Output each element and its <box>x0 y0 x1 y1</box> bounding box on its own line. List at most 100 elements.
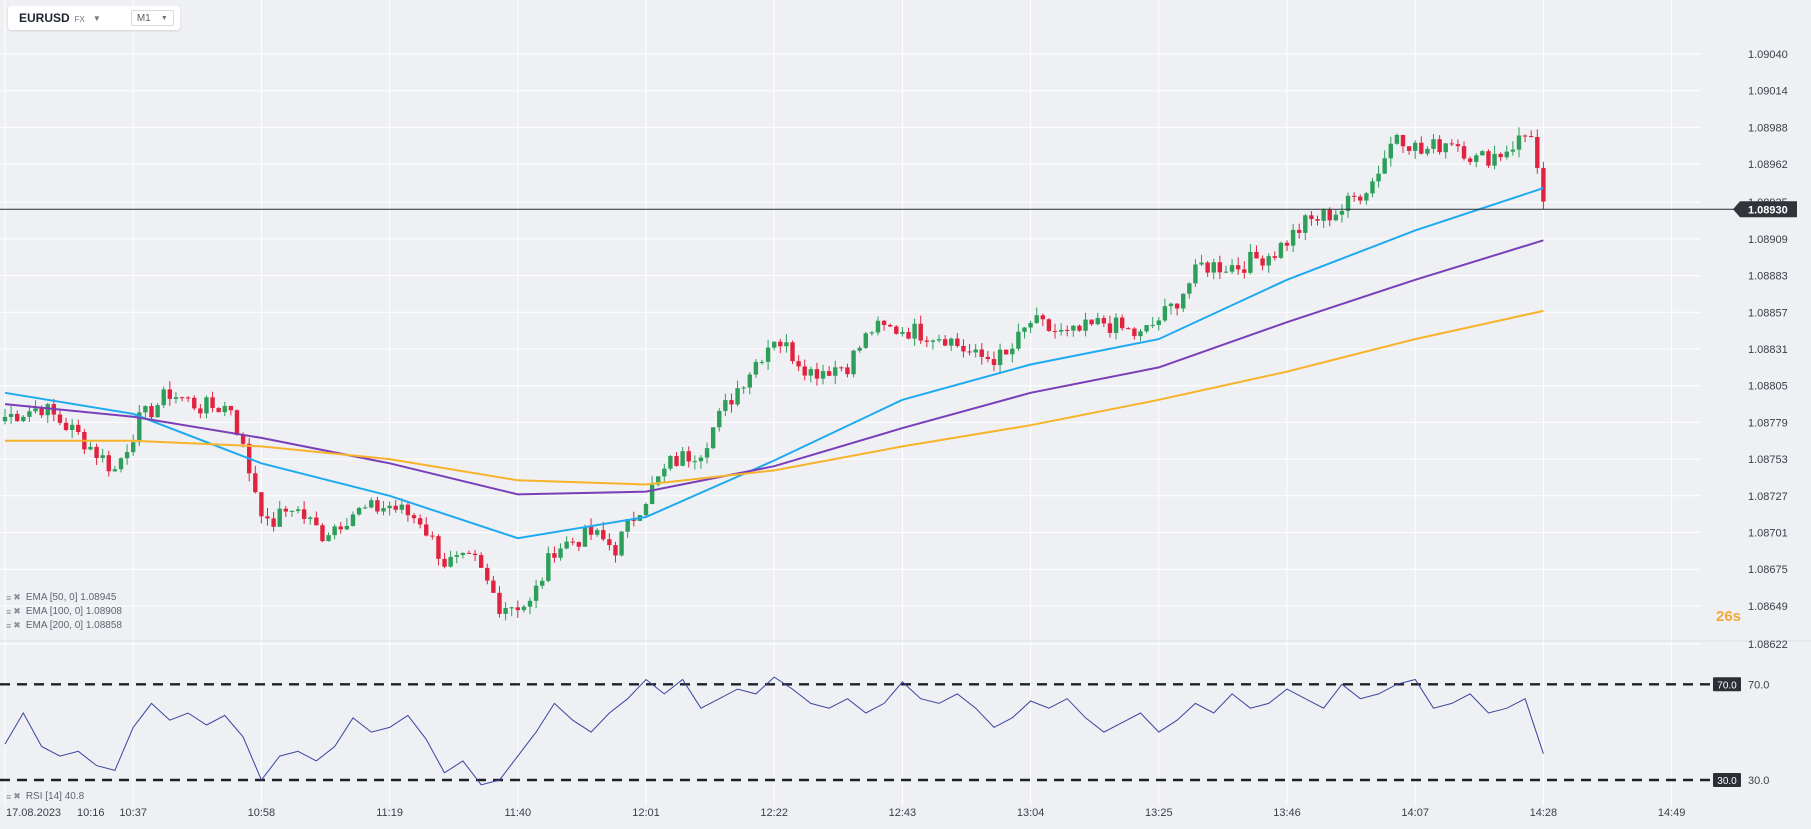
candle-body <box>1174 303 1180 309</box>
candle-body <box>1272 256 1277 258</box>
x-tick-label: 13:25 <box>1145 807 1173 819</box>
candle-body <box>39 408 44 416</box>
y-tick-label: 1.08701 <box>1748 528 1788 540</box>
candle-body <box>772 341 777 348</box>
candle <box>887 323 893 328</box>
candle <box>1040 313 1046 327</box>
candle <box>1486 149 1491 168</box>
candle <box>228 405 234 416</box>
x-tick-label: 10:58 <box>248 807 276 819</box>
candle <box>411 512 417 524</box>
menu-icon[interactable]: ≡ <box>6 620 12 631</box>
candle-body <box>27 411 32 417</box>
x-tick-label: 13:04 <box>1017 807 1045 819</box>
candle <box>607 533 612 551</box>
timeframe-select[interactable]: M1 ▼ <box>130 10 174 26</box>
candle-body <box>1528 136 1534 138</box>
candle <box>94 443 99 465</box>
indicator-legend-ema200: ≡ ✖ EMA [200, 0] 1.08858 <box>6 620 122 631</box>
close-icon[interactable]: ✖ <box>13 606 21 616</box>
candle-body <box>643 504 649 516</box>
candle <box>698 454 704 469</box>
close-icon[interactable]: ✖ <box>13 592 21 602</box>
candle <box>735 380 740 407</box>
candle-body <box>1113 317 1119 333</box>
candle <box>1413 140 1418 159</box>
candle <box>460 552 466 559</box>
candle <box>1119 314 1125 331</box>
candle-body <box>1419 142 1424 154</box>
candle-body <box>936 339 942 341</box>
candle-body <box>216 407 221 413</box>
candle-body <box>1052 330 1058 332</box>
candle <box>1034 307 1039 324</box>
candle <box>2 408 8 425</box>
candle <box>1266 253 1271 273</box>
candle-body <box>131 442 136 453</box>
candle-body <box>1235 265 1241 270</box>
y-tick-label: 1.08675 <box>1748 564 1788 576</box>
candle <box>576 541 582 552</box>
candle-body <box>94 446 99 458</box>
candle-body <box>1089 319 1094 325</box>
candle-body <box>362 507 368 509</box>
candle <box>613 541 618 563</box>
close-icon[interactable]: ✖ <box>13 620 21 630</box>
candle-body <box>1266 256 1271 266</box>
rsi-level-badge <box>1713 773 1741 787</box>
candle-body <box>1498 153 1503 158</box>
candle-body <box>57 414 63 423</box>
symbol-selector[interactable]: EURUSD FX ▼ M1 ▼ <box>8 6 180 30</box>
y-tick-label: 1.08779 <box>1748 417 1788 429</box>
x-tick-label: 12:22 <box>760 807 788 819</box>
candle-body <box>417 518 423 525</box>
candle-body <box>753 361 759 375</box>
candle-body <box>1022 327 1027 332</box>
gridlines <box>0 0 1700 806</box>
indicator-legend-rsi: ≡ ✖ RSI [14] 40.8 <box>6 791 84 802</box>
candle-body <box>1413 142 1418 151</box>
candle-body <box>527 600 533 607</box>
candle-body <box>1077 325 1082 331</box>
candle <box>1181 293 1186 313</box>
candle-body <box>1132 328 1137 337</box>
menu-icon[interactable]: ≡ <box>6 592 12 603</box>
candle-body <box>1181 293 1186 309</box>
candle <box>662 463 667 482</box>
candle <box>106 450 111 477</box>
candle <box>906 327 911 340</box>
candle-body <box>601 530 606 540</box>
candle-body <box>552 553 557 558</box>
menu-icon[interactable]: ≡ <box>6 606 12 617</box>
candle-body <box>540 580 545 586</box>
candle-body <box>332 526 337 536</box>
symbol-market: FX <box>74 15 85 24</box>
candle <box>521 604 527 613</box>
candle-body <box>588 526 594 535</box>
candle <box>643 502 649 518</box>
close-icon[interactable]: ✖ <box>13 791 21 801</box>
symbol-name: EURUSD <box>19 11 70 25</box>
candle-body <box>454 555 459 557</box>
candle-body <box>729 400 734 405</box>
candle <box>1229 258 1235 274</box>
candle-body <box>271 518 276 527</box>
candle <box>1223 265 1229 274</box>
candle-body <box>503 607 508 614</box>
menu-icon[interactable]: ≡ <box>6 791 12 802</box>
candle-body <box>1003 349 1009 355</box>
candle <box>1449 139 1455 147</box>
candle <box>454 551 459 564</box>
candle-body <box>784 342 789 347</box>
symbol-dropdown-icon[interactable]: ▼ <box>92 13 101 23</box>
candle-body <box>466 552 472 554</box>
candle-body <box>808 369 814 376</box>
candle-body <box>1107 323 1113 333</box>
candle-body <box>1541 167 1546 202</box>
candle-body <box>436 536 441 559</box>
candle-body <box>546 553 551 581</box>
candle-body <box>564 541 569 549</box>
candle <box>796 355 801 372</box>
candle-body <box>717 410 722 428</box>
